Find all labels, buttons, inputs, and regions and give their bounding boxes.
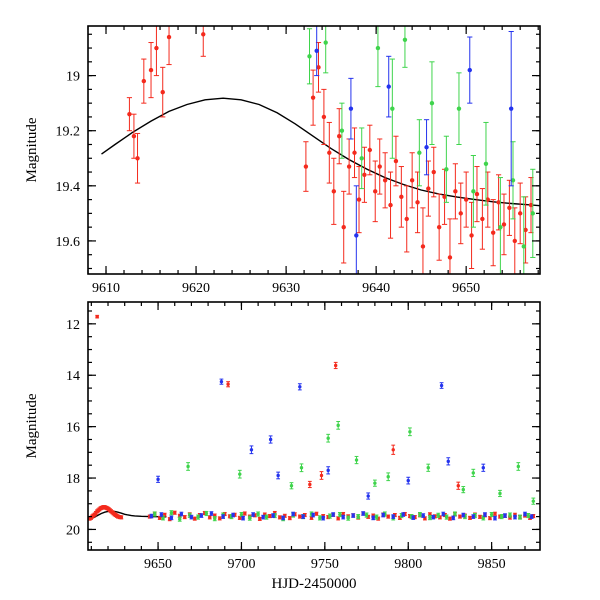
x-tick-label: 9630 <box>272 281 300 296</box>
model-curve <box>101 97 540 207</box>
x-tick-label: 9800 <box>394 557 422 572</box>
bottom-panel-chart: 9650 9700 9750 9800 9850 12 14 16 18 20 Magnitude H… <box>24 301 541 592</box>
y-tick-label: 19 <box>66 70 80 85</box>
axes-box <box>87 301 541 551</box>
x-tick-label: 9640 <box>362 281 390 296</box>
y-tick-label: 19.4 <box>56 180 81 195</box>
green-series <box>152 421 536 522</box>
y-tick-label: 19.6 <box>56 235 81 250</box>
ticks <box>87 26 540 274</box>
x-tick-label: 9850 <box>478 557 506 572</box>
model-curve <box>88 510 167 521</box>
y-tick-label: 19.2 <box>56 125 81 140</box>
y-tick-label: 14 <box>66 369 80 384</box>
y-tick-label: 16 <box>66 421 80 436</box>
y-tick-label: 12 <box>66 318 80 333</box>
x-tick-label: 9700 <box>227 557 255 572</box>
x-tick-label: 9610 <box>92 281 120 296</box>
x-tick-label: 9620 <box>182 281 210 296</box>
top-panel-chart: 9610 9620 9630 9640 9650 19 19.2 19.4 19.6 Magnit… <box>24 25 541 296</box>
x-tick-label: 9650 <box>452 281 480 296</box>
x-tick-label: 9750 <box>311 557 339 572</box>
y-axis-label: Magnitude <box>24 393 40 458</box>
blue-series <box>149 378 534 521</box>
y-tick-label: 18 <box>66 472 80 487</box>
green-series <box>306 26 536 274</box>
blue-series <box>314 26 514 274</box>
axes-box <box>87 25 541 275</box>
x-tick-label: 9650 <box>144 557 172 572</box>
x-axis-label: HJD-2450000 <box>272 576 357 592</box>
red-series <box>88 314 536 522</box>
ticks <box>88 302 540 550</box>
red-series <box>126 26 534 274</box>
y-axis-label: Magnitude <box>24 117 40 182</box>
y-tick-label: 20 <box>66 523 80 538</box>
